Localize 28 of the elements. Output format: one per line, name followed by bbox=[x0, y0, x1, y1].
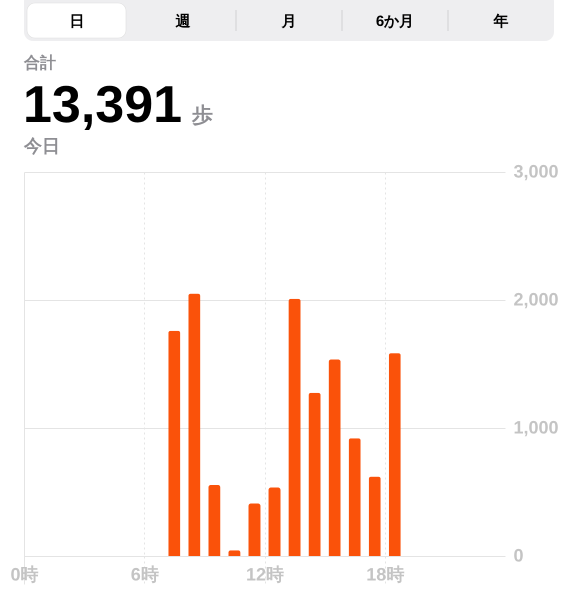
bar bbox=[368, 476, 381, 556]
text: 6か月 bbox=[376, 13, 414, 30]
text: 合計 bbox=[23, 54, 56, 72]
text: 月 bbox=[280, 13, 296, 30]
x-tick-label: 12時 bbox=[246, 564, 284, 584]
y-tick-label: 2,000 bbox=[514, 290, 559, 310]
text: 歩 bbox=[191, 104, 213, 127]
text: 日 bbox=[70, 13, 84, 30]
text: 週 bbox=[174, 13, 192, 30]
bar bbox=[308, 392, 321, 556]
bar bbox=[268, 488, 281, 556]
bar bbox=[188, 294, 200, 556]
bar bbox=[208, 484, 220, 556]
x-tick-label: 0時 bbox=[10, 564, 39, 584]
bar bbox=[348, 438, 361, 556]
bar bbox=[328, 360, 341, 556]
y-tick-label: 0 bbox=[514, 546, 524, 566]
bar bbox=[388, 353, 401, 556]
y-tick-label: 3,000 bbox=[514, 162, 559, 182]
bar bbox=[248, 504, 260, 556]
chart-subtitle: 今日 bbox=[23, 136, 60, 156]
chart-title: 13,391 bbox=[23, 76, 182, 134]
bar bbox=[288, 298, 301, 556]
x-tick-label: 18時 bbox=[366, 564, 404, 584]
y-tick-label: 1,000 bbox=[514, 418, 559, 438]
text: 年 bbox=[492, 13, 508, 30]
x-tick-label: 6時 bbox=[130, 564, 159, 584]
bar bbox=[168, 330, 180, 556]
